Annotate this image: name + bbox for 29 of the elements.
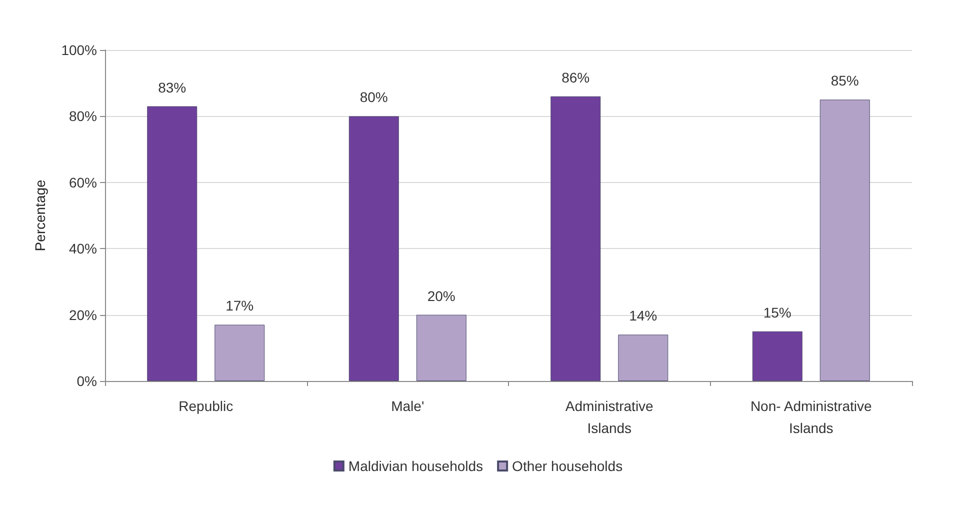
y-tick-label: 80% bbox=[68, 108, 97, 124]
x-tick-label: Non- Administrative Islands bbox=[750, 398, 872, 436]
data-label: 86% bbox=[562, 69, 590, 86]
data-label: 15% bbox=[763, 304, 792, 320]
data-label: 83% bbox=[158, 79, 186, 96]
data-label: 17% bbox=[226, 298, 254, 314]
bar bbox=[618, 334, 668, 381]
x-tick-label: Male' bbox=[391, 398, 424, 414]
bar bbox=[147, 106, 198, 381]
y-tick-label: 60% bbox=[68, 174, 97, 190]
x-tick-label: Administrative Islands bbox=[565, 398, 654, 436]
bar bbox=[752, 331, 802, 381]
bar bbox=[550, 96, 601, 381]
data-label: 80% bbox=[360, 89, 388, 106]
y-tick-label: 40% bbox=[68, 240, 97, 257]
data-label: 14% bbox=[629, 308, 658, 324]
bar bbox=[214, 324, 265, 381]
bar bbox=[820, 100, 870, 381]
data-label: 85% bbox=[830, 72, 859, 89]
y-tick-label: 0% bbox=[76, 373, 97, 389]
bar bbox=[348, 116, 399, 381]
y-tick-label: 100% bbox=[61, 42, 97, 58]
legend-label: Other households bbox=[512, 458, 623, 474]
y-tick-label: 20% bbox=[68, 306, 97, 323]
x-tick-label: Republic bbox=[178, 398, 234, 414]
data-label: 20% bbox=[427, 288, 456, 304]
y-axis-title: Percentage bbox=[32, 179, 48, 252]
legend-label: Maldivian households bbox=[348, 458, 484, 474]
bar bbox=[416, 314, 466, 381]
